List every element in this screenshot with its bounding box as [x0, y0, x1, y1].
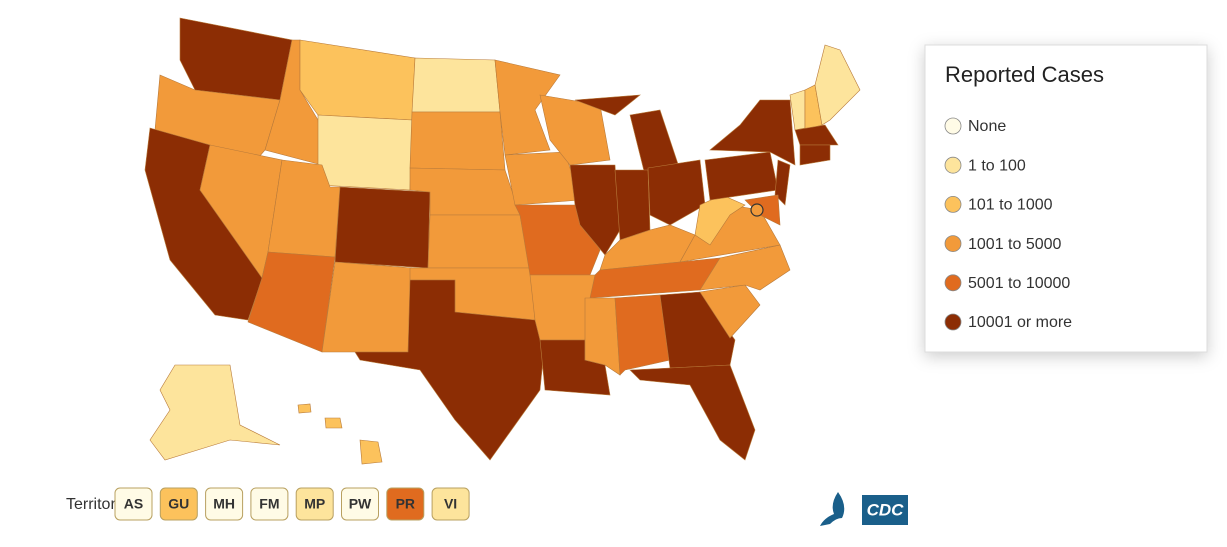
territory-label[interactable]: GU: [168, 496, 189, 512]
territory-button[interactable]: [295, 487, 334, 521]
state: [149, 364, 281, 461]
state: [647, 159, 706, 226]
territory-button[interactable]: [341, 487, 379, 521]
territory-label[interactable]: MP: [304, 496, 325, 512]
legend-label: 5001 to 10000: [968, 275, 1070, 292]
legend-label: 101 to 1000: [968, 197, 1053, 214]
legend-label: 1001 to 5000: [968, 236, 1062, 253]
state: [614, 169, 651, 241]
legend-swatch: [944, 195, 962, 213]
state: [409, 111, 506, 171]
legend: None 1 to 100 101 to 1000 1001 to 5000 5001 …: [944, 117, 1072, 331]
state: [297, 403, 312, 414]
state: [774, 159, 791, 206]
state: [614, 294, 671, 376]
state: [324, 417, 343, 429]
state: [699, 284, 761, 339]
territory-label[interactable]: MH: [213, 496, 235, 512]
legend-swatch: [944, 117, 962, 135]
territory-button[interactable]: [386, 487, 425, 521]
state: [629, 364, 756, 461]
legend-label: 1 to 100: [968, 157, 1026, 174]
state: [317, 114, 413, 191]
legend-swatch: [944, 235, 962, 253]
state: [584, 297, 621, 376]
hhs-eagle: [820, 492, 845, 526]
cdc-logo: CDC: [820, 492, 908, 526]
cdc-text: CDC: [867, 500, 905, 519]
state: [411, 57, 501, 113]
territories: AS GU MH FM MP PW PR VI: [114, 487, 470, 521]
state: [247, 251, 336, 353]
state: [794, 124, 839, 146]
state: [494, 59, 561, 156]
territory-label[interactable]: AS: [124, 496, 143, 512]
legend-label: None: [968, 118, 1006, 135]
state: [659, 291, 736, 369]
legend-swatch: [944, 313, 962, 331]
state: [354, 279, 546, 461]
state: [427, 214, 531, 269]
state: [709, 99, 796, 166]
state: [179, 17, 293, 101]
state: [574, 94, 641, 116]
territory-button[interactable]: [114, 487, 153, 521]
state: [704, 151, 779, 201]
cdc-box: [862, 495, 908, 525]
territory-button[interactable]: [250, 487, 289, 521]
state: [699, 244, 791, 291]
dc-marker: [750, 203, 764, 217]
state: [814, 44, 861, 126]
state: [321, 261, 413, 353]
state: [799, 144, 831, 166]
legend-label: 10001 or more: [968, 314, 1072, 331]
legend-swatch: [944, 156, 962, 174]
territory-button[interactable]: [205, 487, 244, 521]
state: [299, 39, 416, 121]
us-map: [144, 17, 861, 465]
territory-label[interactable]: PW: [349, 496, 372, 512]
state: [789, 89, 806, 131]
state: [334, 186, 431, 269]
territory-label[interactable]: VI: [444, 496, 457, 512]
territory-button[interactable]: [159, 487, 198, 521]
territory-button[interactable]: [431, 487, 470, 521]
territory-label[interactable]: FM: [259, 496, 279, 512]
legend-title: Reported Cases: [945, 62, 1104, 87]
state: [359, 439, 383, 465]
legend-box: [924, 44, 1208, 353]
legend-swatch: [944, 274, 962, 292]
territory-label[interactable]: PR: [396, 496, 415, 512]
